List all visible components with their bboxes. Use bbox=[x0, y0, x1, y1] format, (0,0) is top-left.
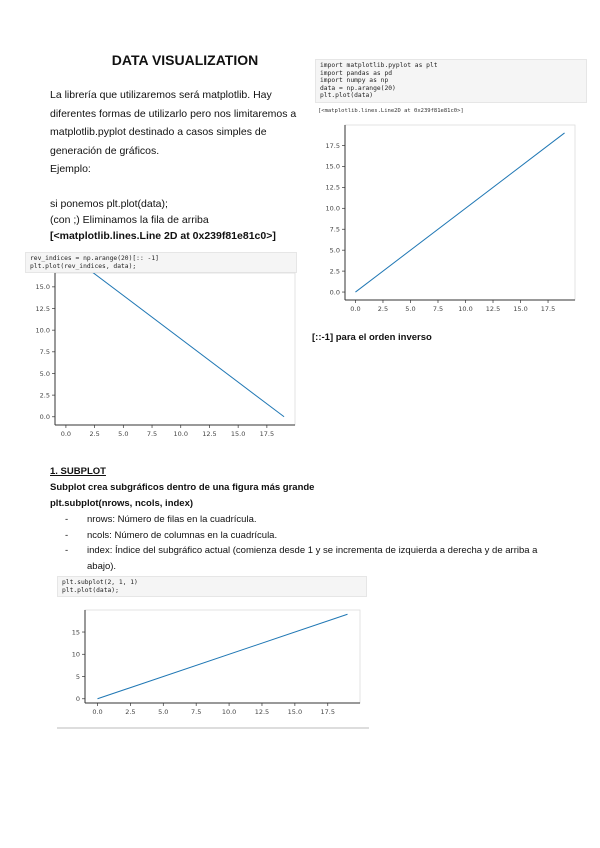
x-tick-label: 15.0 bbox=[231, 430, 245, 438]
y-tick-label: 7.5 bbox=[40, 348, 50, 356]
x-tick-label: 2.5 bbox=[89, 430, 99, 438]
y-tick-label: 5.0 bbox=[40, 370, 50, 378]
x-tick-label: 12.5 bbox=[486, 305, 500, 313]
intro-line: generación de gráficos. bbox=[50, 144, 160, 157]
y-tick-label: 5 bbox=[76, 673, 80, 681]
note-line: [<matplotlib.lines.Line 2D at 0x239f81e8… bbox=[50, 230, 276, 242]
code-cell-3: plt.subplot(2, 1, 1) plt.plot(data); bbox=[57, 576, 367, 598]
y-tick-label: 7.5 bbox=[330, 226, 340, 234]
y-tick-label: 12.5 bbox=[36, 305, 50, 313]
note-paragraph: si ponemos plt.plot(data); (con ;) Elimi… bbox=[50, 196, 305, 244]
y-tick-label: 0.0 bbox=[40, 413, 50, 421]
y-tick-label: 12.5 bbox=[326, 184, 340, 192]
x-tick-label: 17.5 bbox=[321, 708, 335, 716]
x-tick-label: 12.5 bbox=[255, 708, 269, 716]
note-line: (con ;) Eliminamos la fila de arriba bbox=[50, 214, 209, 226]
intro-paragraph: La librería que utilizaremos será matplo… bbox=[50, 86, 305, 179]
param-item: nrows: Número de filas en la cuadrícula. bbox=[50, 512, 560, 528]
chart-linear: 0.0 2.5 5.0 7.5 10.0 12.5 15.0 17.5 0.0 2.5 5.0 7.5… bbox=[326, 124, 576, 313]
subplot-signature: plt.subplot(nrows, ncols, index) bbox=[50, 498, 194, 509]
y-tick-label: 15 bbox=[72, 628, 80, 636]
note-line: si ponemos plt.plot(data); bbox=[50, 198, 168, 210]
code-line: plt.plot(data); bbox=[62, 586, 119, 594]
data-line bbox=[97, 613, 348, 700]
param-item: ncols: Número de columnas en la cuadrícu… bbox=[50, 528, 560, 544]
intro-line: matplotlib.pyplot destinado a casos simp… bbox=[50, 126, 267, 138]
param-item: index: Índice del subgráfico actual (com… bbox=[50, 543, 560, 574]
x-tick-label: 12.5 bbox=[202, 430, 216, 438]
x-tick-label: 10.0 bbox=[173, 430, 187, 438]
x-tick-label: 2.5 bbox=[125, 708, 135, 716]
y-tick-label: 17.5 bbox=[326, 142, 340, 150]
x-tick-label: 5.0 bbox=[158, 708, 168, 716]
code-cell-2: rev_indices = np.arange(20)[:: -1] plt.pl… bbox=[25, 252, 297, 274]
y-tick-label: 15.0 bbox=[326, 163, 340, 171]
x-tick-label: 7.5 bbox=[147, 430, 157, 438]
y-tick-label: 0.0 bbox=[330, 288, 340, 296]
code-cell-1: import matplotlib.pyplot as plt import pa… bbox=[315, 59, 587, 103]
x-tick-label: 2.5 bbox=[378, 305, 388, 313]
intro-line: La librería que utilizaremos será matplo… bbox=[50, 89, 272, 101]
x-tick-label: 5.0 bbox=[405, 305, 415, 313]
subplot-heading: 1. SUBPLOT bbox=[50, 466, 106, 477]
x-tick-label: 15.0 bbox=[288, 708, 302, 716]
code-line: plt.subplot(2, 1, 1) bbox=[62, 579, 138, 586]
y-tick-label: 5.0 bbox=[330, 246, 340, 254]
code-line: plt.plot(data) bbox=[320, 92, 374, 100]
chart-reverse: 0.0 2.5 5.0 7.5 10.0 12.5 15.0 17.5 0.0 2.5 5.0 7.5… bbox=[36, 272, 296, 438]
y-tick-label: 2.5 bbox=[330, 267, 340, 275]
y-tick-label: 10 bbox=[72, 651, 80, 659]
x-tick-label: 0.0 bbox=[350, 305, 360, 313]
x-tick-label: 17.5 bbox=[260, 430, 274, 438]
x-tick-label: 10.0 bbox=[222, 708, 236, 716]
page-title: DATA VISUALIZATION bbox=[111, 52, 259, 68]
reverse-note: [::-1] para el orden inverso bbox=[312, 332, 432, 343]
y-tick-label: 15.0 bbox=[36, 283, 50, 291]
plot-area bbox=[54, 272, 296, 426]
y-tick-label: 10.0 bbox=[326, 205, 340, 213]
x-tick-label: 17.5 bbox=[541, 305, 555, 313]
code-output: [<matplotlib.lines.Line2D at 0x239f81e81… bbox=[318, 108, 464, 114]
data-line bbox=[355, 132, 565, 293]
code-line: plt.plot(rev_indices, data); bbox=[30, 262, 137, 270]
code-line: data = np.arange(20) bbox=[320, 84, 396, 92]
data-line bbox=[92, 273, 285, 418]
y-tick-label: 0 bbox=[76, 695, 80, 703]
x-tick-label: 7.5 bbox=[433, 305, 443, 313]
x-tick-label: 5.0 bbox=[118, 430, 128, 438]
x-tick-label: 10.0 bbox=[458, 305, 472, 313]
code-line: import matplotlib.pyplot as plt bbox=[320, 62, 438, 69]
x-tick-label: 0.0 bbox=[61, 430, 71, 438]
chart-subplot: 0.0 2.5 5.0 7.5 10.0 12.5 15.0 17.5 0 5 10 15 bbox=[57, 609, 369, 729]
y-tick-label: 10.0 bbox=[36, 326, 50, 334]
intro-line: diferentes formas de utilizarlo pero nos… bbox=[50, 107, 297, 120]
code-line: import pandas as pd bbox=[320, 69, 393, 77]
code-line: import numpy as np bbox=[320, 77, 389, 85]
y-tick-label: 2.5 bbox=[40, 391, 50, 399]
x-tick-label: 0.0 bbox=[92, 708, 102, 716]
subplot-params: nrows: Número de filas en la cuadrícula.… bbox=[50, 512, 560, 574]
x-tick-label: 7.5 bbox=[191, 708, 201, 716]
intro-line: Ejemplo: bbox=[50, 163, 91, 175]
x-tick-label: 15.0 bbox=[513, 305, 527, 313]
code-line: rev_indices = np.arange(20)[:: -1] bbox=[30, 255, 159, 262]
subplot-description: Subplot crea subgráficos dentro de una f… bbox=[50, 482, 315, 493]
